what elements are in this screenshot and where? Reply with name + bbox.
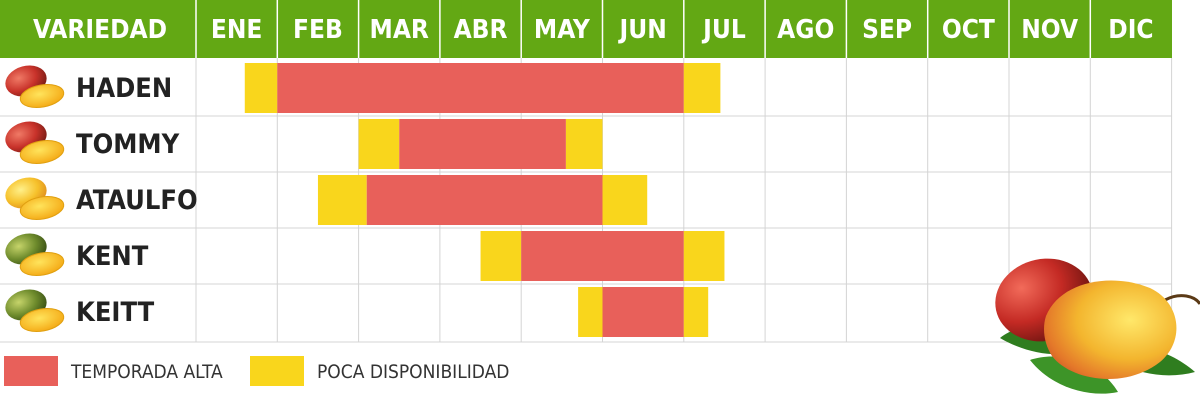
season-bars (244, 63, 725, 337)
month-label-nov: NOV (1021, 15, 1078, 45)
variety-label-tommy: TOMMY (76, 129, 180, 160)
header-labels: VARIEDAD ENE FEB MAR ABR MAY JUN JUL AGO SEP OCT NO… (33, 0, 1154, 58)
bar-haden-low-0 (244, 63, 278, 113)
bar-tommy-high-1 (399, 119, 566, 169)
month-label-jul: JUL (701, 15, 746, 45)
variety-rows: HADEN TOMMY ATAULFO KENT KEITT (5, 65, 198, 332)
month-label-oct: OCT (942, 15, 995, 45)
legend: TEMPORADA ALTA POCA DISPONIBILIDAD (4, 356, 509, 386)
legend-swatch-high (4, 356, 58, 386)
bar-haden-low-2 (683, 63, 721, 113)
mango-icon (5, 65, 65, 108)
bar-ataulfo-high-1 (366, 175, 603, 225)
bar-ataulfo-low-0 (317, 175, 367, 225)
month-label-jun: JUN (618, 15, 667, 45)
legend-label-low: POCA DISPONIBILIDAD (317, 361, 509, 383)
mango-icon (5, 233, 65, 276)
mango-illustration (995, 258, 1200, 394)
month-label-may: MAY (534, 15, 591, 45)
legend-swatch-low (250, 356, 304, 386)
variety-label-ataulfo: ATAULFO (76, 185, 198, 216)
month-label-feb: FEB (293, 15, 343, 45)
bar-kent-low-0 (480, 231, 522, 281)
bar-tommy-low-2 (565, 119, 603, 169)
variety-label-kent: KENT (76, 241, 149, 272)
mango-icon (5, 177, 65, 220)
bar-kent-low-2 (683, 231, 725, 281)
legend-label-high: TEMPORADA ALTA (70, 361, 223, 383)
bar-ataulfo-low-2 (602, 175, 648, 225)
month-label-dic: DIC (1108, 15, 1153, 45)
mango-icon (5, 289, 65, 332)
header-variety-label: VARIEDAD (33, 15, 167, 45)
month-label-mar: MAR (370, 15, 429, 45)
month-label-ene: ENE (211, 15, 263, 45)
bar-keitt-low-2 (683, 287, 709, 337)
bar-keitt-low-0 (578, 287, 603, 337)
month-label-ago: AGO (777, 15, 834, 45)
variety-label-haden: HADEN (76, 73, 172, 104)
month-label-sep: SEP (862, 15, 912, 45)
month-label-abr: ABR (454, 15, 508, 45)
bar-haden-high-1 (277, 63, 684, 113)
bar-keitt-high-1 (602, 287, 684, 337)
bar-kent-high-1 (521, 231, 684, 281)
bar-tommy-low-0 (358, 119, 400, 169)
mango-icon (5, 121, 65, 164)
variety-label-keitt: KEITT (76, 297, 155, 328)
